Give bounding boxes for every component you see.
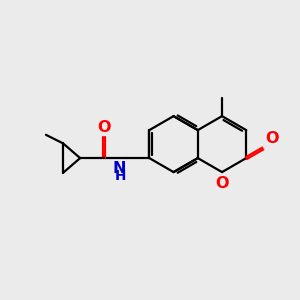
Text: H: H: [114, 169, 126, 183]
Text: O: O: [97, 120, 110, 135]
Text: O: O: [265, 131, 279, 146]
Text: O: O: [215, 176, 229, 190]
Text: N: N: [112, 161, 126, 176]
